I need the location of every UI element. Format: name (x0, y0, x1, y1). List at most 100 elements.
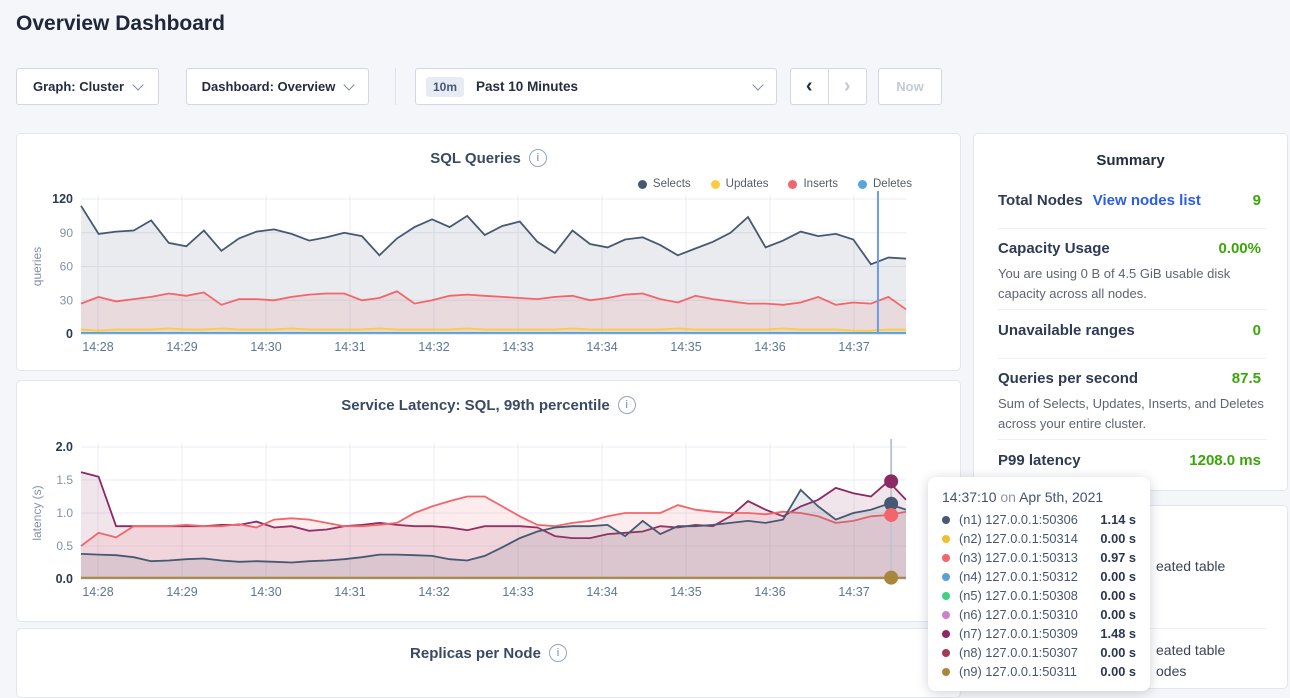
chevron-down-icon (752, 78, 764, 91)
series-dot-icon (942, 553, 950, 562)
tooltip-node-label: (n8) 127.0.0.1:50307 (959, 645, 1078, 660)
svg-text:14:37: 14:37 (838, 340, 869, 354)
svg-text:14:28: 14:28 (82, 340, 113, 354)
service-latency-card: Service Latency: SQL, 99th percentile i … (16, 380, 961, 622)
series-dot-icon (942, 648, 950, 657)
tooltip-node-value: 0.00 s (1100, 588, 1136, 603)
tooltip-date: Apr 5th, 2021 (1019, 489, 1104, 505)
svg-text:120: 120 (52, 192, 73, 206)
legend-label: Selects (652, 178, 691, 190)
summary-value: 87.5 (1231, 370, 1261, 387)
svg-text:0: 0 (66, 327, 73, 341)
time-prev-button[interactable]: ‹ (790, 68, 829, 105)
tooltip-row: (n7) 127.0.0.1:50309 1.48 s (940, 624, 1136, 643)
svg-text:14:30: 14:30 (250, 340, 281, 354)
service-latency-chart[interactable]: 14:28 14:29 14:30 14:31 14:32 14:33 14:34 14:35… (17, 431, 962, 616)
legend-item-deletes[interactable]: Deletes (858, 178, 912, 190)
chevron-down-icon (132, 78, 144, 91)
tooltip-node-value: 0.97 s (1100, 550, 1136, 565)
svg-text:14:34: 14:34 (586, 340, 617, 354)
now-button[interactable]: Now (878, 68, 942, 105)
svg-text:14:32: 14:32 (418, 340, 449, 354)
tooltip-node-value: 0.00 s (1100, 664, 1136, 679)
svg-text:1.5: 1.5 (56, 473, 73, 487)
svg-text:14:32: 14:32 (418, 585, 449, 599)
chevron-right-icon: › (843, 75, 851, 97)
tooltip-node-label: (n4) 127.0.0.1:50312 (959, 569, 1078, 584)
legend-item-inserts[interactable]: Inserts (788, 178, 838, 190)
graph-dropdown[interactable]: Graph: Cluster (16, 68, 159, 105)
time-range-badge: 10m (426, 76, 465, 97)
summary-value: 1208.0 ms (1189, 452, 1261, 469)
replicas-per-node-card: Replicas per Node i (16, 628, 961, 698)
summary-description: Sum of Selects, Updates, Inserts, and De… (998, 396, 1264, 431)
svg-text:14:36: 14:36 (754, 340, 785, 354)
tooltip-node-label: (n7) 127.0.0.1:50309 (959, 626, 1078, 641)
series-dot-icon (942, 534, 950, 543)
info-icon[interactable]: i (528, 149, 547, 167)
tooltip-node-label: (n1) 127.0.0.1:50306 (959, 512, 1078, 527)
tooltip-node-label: (n3) 127.0.0.1:50313 (959, 550, 1078, 565)
event-item-fragment: eated table (1156, 558, 1226, 574)
svg-text:0.5: 0.5 (56, 539, 73, 553)
divider (998, 439, 1267, 440)
summary-panel: Summary Total Nodes View nodes list 9 Ca… (973, 133, 1288, 491)
info-icon[interactable]: i (548, 644, 567, 662)
tooltip-node-label: (n5) 127.0.0.1:50308 (959, 588, 1078, 603)
svg-text:14:29: 14:29 (166, 585, 197, 599)
page-title: Overview Dashboard (16, 12, 225, 35)
legend-dot-icon (858, 179, 867, 189)
svg-text:2.0: 2.0 (56, 440, 73, 454)
series-dot-icon (942, 591, 950, 600)
tooltip-timestamp: 14:37:10 on Apr 5th, 2021 (942, 489, 1136, 505)
svg-text:60: 60 (60, 260, 74, 274)
tooltip-row: (n8) 127.0.0.1:50307 0.00 s (940, 643, 1136, 662)
tooltip-row: (n6) 127.0.0.1:50310 0.00 s (940, 605, 1136, 624)
time-next-button[interactable]: › (828, 68, 867, 105)
tooltip-node-value: 0.00 s (1100, 569, 1136, 584)
summary-row-unavailable-ranges: Unavailable ranges 0 (998, 322, 1261, 339)
summary-label: Unavailable ranges (998, 322, 1135, 339)
svg-text:queries: queries (30, 247, 44, 286)
tooltip-row: (n5) 127.0.0.1:50308 0.00 s (940, 586, 1136, 605)
info-icon[interactable]: i (617, 396, 636, 414)
sql-chart-legend[interactable]: Selects Updates Inserts Deletes (637, 178, 912, 190)
tooltip-row: (n2) 127.0.0.1:50314 0.00 s (940, 529, 1136, 548)
dashboard-dropdown[interactable]: Dashboard: Overview (186, 68, 369, 105)
toolbar-divider (395, 68, 396, 105)
graph-dropdown-label: Graph: Cluster (32, 79, 124, 94)
sql-queries-chart[interactable]: 14:28 14:29 14:30 14:31 14:32 14:33 14:34 14:35… (17, 184, 962, 369)
series-dot-icon (942, 515, 950, 524)
divider (998, 358, 1267, 359)
svg-text:1.0: 1.0 (56, 506, 73, 520)
summary-description: You are using 0 B of 4.5 GiB usable disk… (998, 266, 1231, 301)
svg-text:14:37: 14:37 (838, 585, 869, 599)
tooltip-node-label: (n2) 127.0.0.1:50314 (959, 531, 1078, 546)
summary-label: Total Nodes (998, 192, 1083, 209)
tooltip-node-value: 0.00 s (1100, 645, 1136, 660)
summary-label: Capacity Usage (998, 240, 1110, 257)
sql-queries-card: SQL Queries i Selects Updates Inserts Delet… (16, 133, 961, 371)
tooltip-row: (n3) 127.0.0.1:50313 0.97 s (940, 548, 1136, 567)
tooltip-node-value: 0.00 s (1100, 531, 1136, 546)
time-range-label: Past 10 Minutes (476, 79, 579, 94)
legend-item-updates[interactable]: Updates (710, 178, 769, 190)
svg-text:14:29: 14:29 (166, 340, 197, 354)
tooltip-row: (n4) 127.0.0.1:50312 0.00 s (940, 567, 1136, 586)
series-dot-icon (942, 629, 950, 638)
legend-label: Updates (725, 178, 769, 190)
divider (998, 309, 1267, 310)
time-range-dropdown[interactable]: 10m Past 10 Minutes (415, 68, 777, 105)
series-dot-icon (942, 610, 950, 619)
tooltip-node-label: (n9) 127.0.0.1:50311 (959, 664, 1077, 679)
svg-text:14:28: 14:28 (82, 585, 113, 599)
summary-value: 0.00% (1218, 240, 1261, 257)
tooltip-on: on (1000, 489, 1016, 505)
time-step-buttons: ‹ › (790, 68, 867, 105)
legend-dot-icon (710, 179, 720, 189)
view-nodes-list-link[interactable]: View nodes list (1092, 192, 1201, 209)
chevron-down-icon (343, 78, 355, 91)
summary-value: 9 (1252, 192, 1261, 209)
legend-item-selects[interactable]: Selects (637, 178, 691, 190)
tooltip-row: (n9) 127.0.0.1:50311 0.00 s (940, 662, 1136, 681)
